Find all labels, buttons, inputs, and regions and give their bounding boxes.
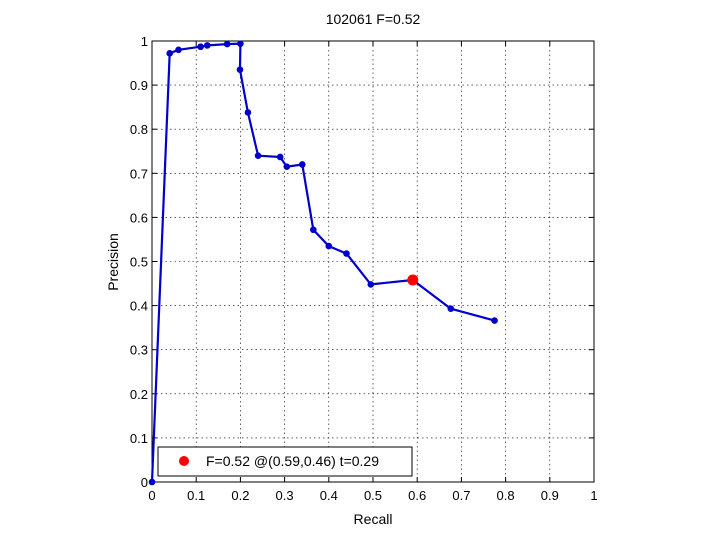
y-tick-label: 0.1 [130, 431, 148, 446]
x-tick-label: 0 [148, 488, 155, 503]
data-point [343, 250, 350, 257]
series-layer [148, 40, 498, 486]
y-tick-label: 0.4 [130, 299, 148, 314]
data-point [254, 152, 262, 159]
data-point [244, 109, 252, 116]
data-point [447, 305, 455, 312]
legend-box [157, 446, 413, 477]
y-tick-label: 0.8 [130, 122, 148, 137]
data-point [298, 161, 306, 168]
x-tick-label: 0.8 [497, 488, 515, 503]
data-point [491, 317, 498, 324]
x-tick-label: 0.1 [187, 488, 205, 503]
series-line [150, 42, 495, 483]
y-tick-label: 0.9 [130, 78, 148, 93]
legend: F=0.52 @(0.59,0.46) t=0.29 [157, 446, 413, 477]
x-tick-label: 0.6 [408, 488, 426, 503]
y-tick-label: 0 [141, 475, 148, 490]
y-tick-label: 0.2 [130, 387, 148, 402]
data-point [276, 153, 284, 161]
tick-labels: 0 0.1 0.2 0.3 0.4 0.5 0.6 0.7 0.8 0.9 1 0 0.1 0.2 0.3 0… [130, 34, 598, 503]
data-point [325, 242, 333, 250]
data-point [166, 50, 173, 57]
x-tick-label: 1 [590, 488, 597, 503]
y-tick-label: 0.6 [130, 210, 148, 225]
legend-label: F=0.52 @(0.59,0.46) t=0.29 [206, 453, 379, 469]
x-axis-label: Recall [354, 511, 393, 527]
x-tick-label: 0.9 [541, 488, 559, 503]
y-tick-label: 0.3 [130, 343, 148, 358]
grid-lines [151, 40, 595, 483]
y-tick-label: 0.5 [130, 255, 148, 270]
x-tick-label: 0.3 [276, 488, 294, 503]
x-tick-label: 0.2 [231, 488, 249, 503]
data-point [236, 66, 244, 73]
data-point [203, 42, 211, 49]
data-point [175, 46, 182, 54]
data-point [223, 40, 231, 48]
x-tick-label: 0.7 [452, 488, 470, 503]
y-tick-label: 1 [141, 34, 148, 49]
best-f-point [407, 274, 419, 286]
data-point [148, 478, 156, 486]
chart-title: 102061 F=0.52 [326, 11, 421, 27]
data-point [237, 40, 244, 47]
x-tick-label: 0.4 [320, 488, 338, 503]
data-point [283, 163, 291, 170]
data-point [197, 43, 204, 51]
x-tick-label: 0.5 [364, 488, 382, 503]
data-point [367, 281, 375, 288]
y-axis-label: Precision [105, 233, 121, 291]
data-point [310, 226, 317, 234]
y-tick-label: 0.7 [130, 166, 148, 181]
legend-marker [179, 456, 189, 466]
